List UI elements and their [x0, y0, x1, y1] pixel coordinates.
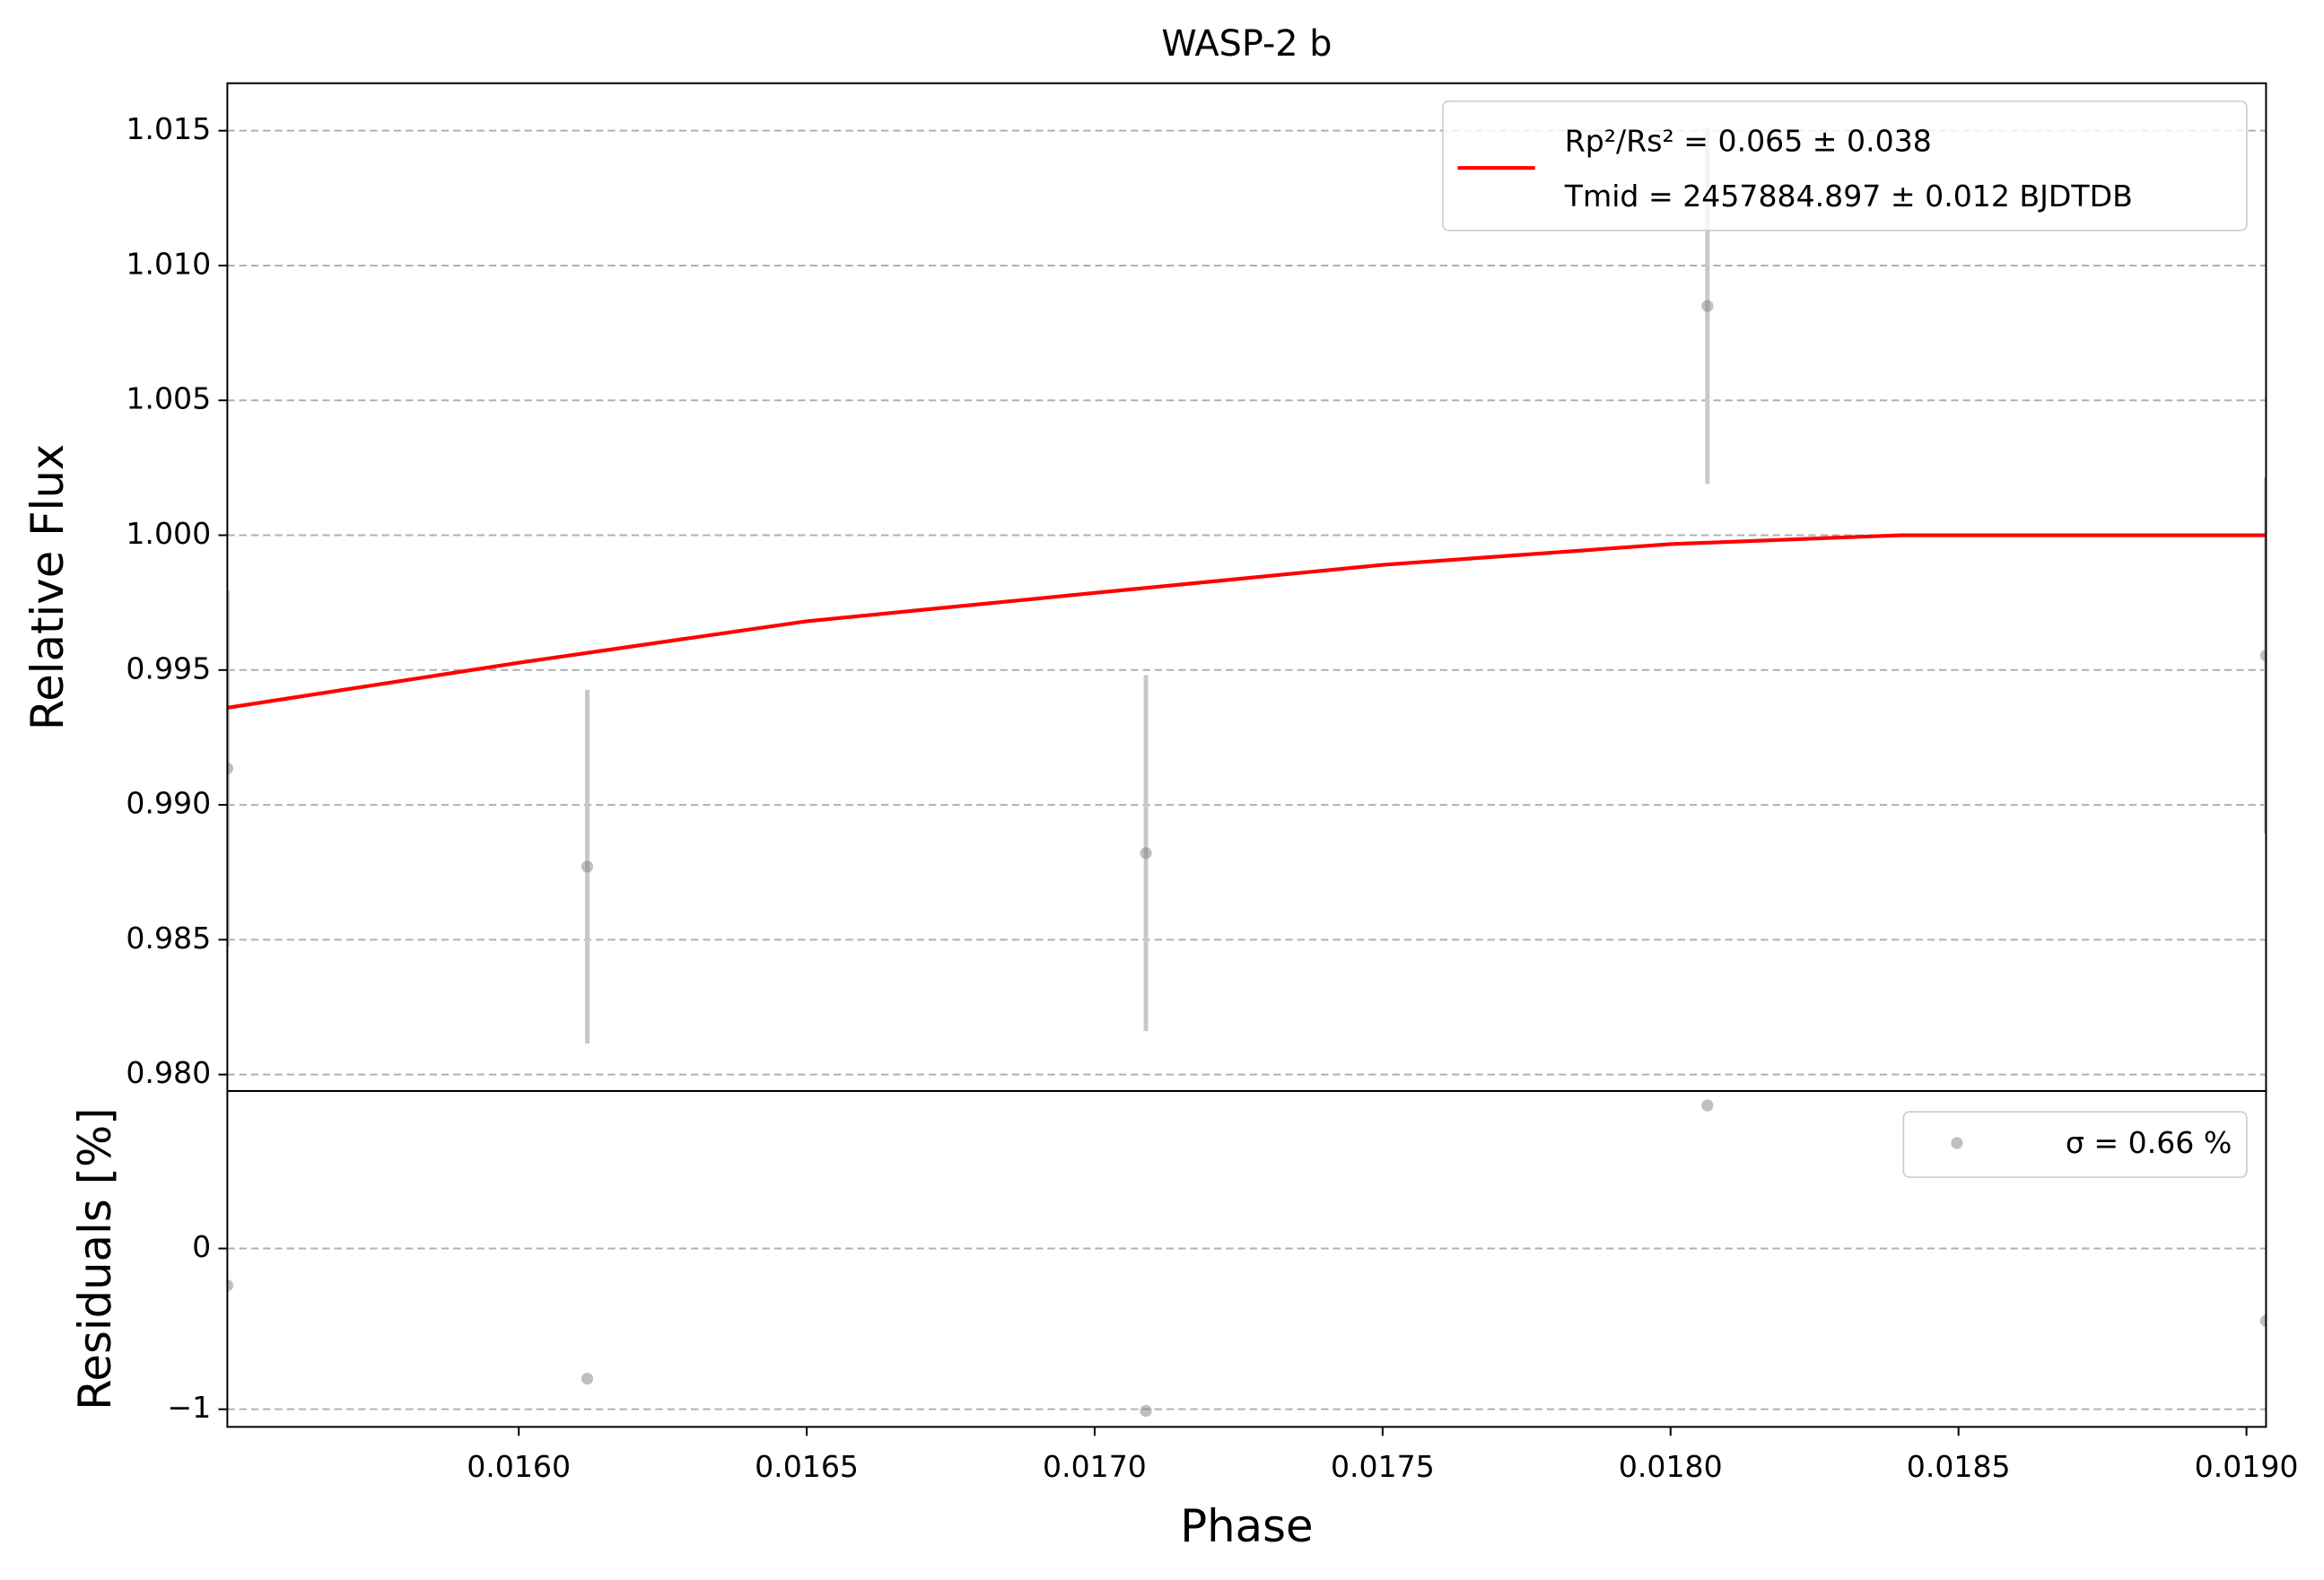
- data-point: [581, 860, 594, 873]
- data-point: [227, 762, 233, 775]
- data-point: [1701, 1099, 1714, 1112]
- y-tick-label: 0: [192, 1229, 211, 1264]
- x-tick-label: 0.0190: [2195, 1449, 2299, 1484]
- legend-label: Tmid = 2457884.897 ± 0.012 BJDTDB: [1564, 179, 2133, 214]
- legend-box: [1442, 100, 2248, 231]
- y-tick-label: 1.010: [126, 246, 211, 281]
- x-axis-label: Phase: [1180, 1500, 1313, 1552]
- x-tick-label: 0.0165: [755, 1449, 859, 1484]
- plot-area: [227, 127, 2267, 1044]
- data-point: [1701, 300, 1714, 312]
- x-tick-label: 0.0175: [1331, 1449, 1435, 1484]
- data-point: [227, 1279, 233, 1292]
- x-tick-label: 0.0185: [1907, 1449, 2011, 1484]
- data-point: [2259, 649, 2267, 662]
- y-axis-label: Residuals [%]: [69, 1107, 121, 1410]
- legend-label: σ = 0.66 %: [2066, 1125, 2232, 1160]
- legend-label: Rp²/Rs² = 0.065 ± 0.038: [1565, 124, 1932, 159]
- y-tick-label: 1.000: [126, 516, 211, 551]
- y-tick-label: −1: [167, 1390, 211, 1425]
- y-tick-label: 1.005: [126, 381, 211, 416]
- data-point: [2259, 1314, 2267, 1327]
- data-point: [581, 1372, 594, 1385]
- axes-frame: [226, 82, 2267, 1092]
- y-axis-label: Relative Flux: [22, 444, 74, 730]
- y-tick-label: 1.015: [126, 111, 211, 146]
- y-tick-label: 0.995: [126, 650, 211, 685]
- axes-frame: [226, 1089, 2267, 1428]
- legend-marker: [1951, 1137, 1963, 1149]
- y-tick-label: 0.985: [126, 921, 211, 956]
- data-point: [1140, 1404, 1152, 1418]
- model-line: [227, 533, 2267, 710]
- legend-box: [1902, 1111, 2248, 1178]
- chart-title: WASP-2 b: [1161, 23, 1332, 65]
- plot-area: [227, 1099, 2267, 1418]
- x-tick-label: 0.0180: [1619, 1449, 1723, 1484]
- y-tick-label: 0.980: [126, 1055, 211, 1090]
- data-point: [1140, 847, 1152, 860]
- x-tick-label: 0.0160: [467, 1449, 571, 1484]
- y-tick-label: 0.990: [126, 786, 211, 821]
- x-tick-label: 0.0170: [1043, 1449, 1147, 1484]
